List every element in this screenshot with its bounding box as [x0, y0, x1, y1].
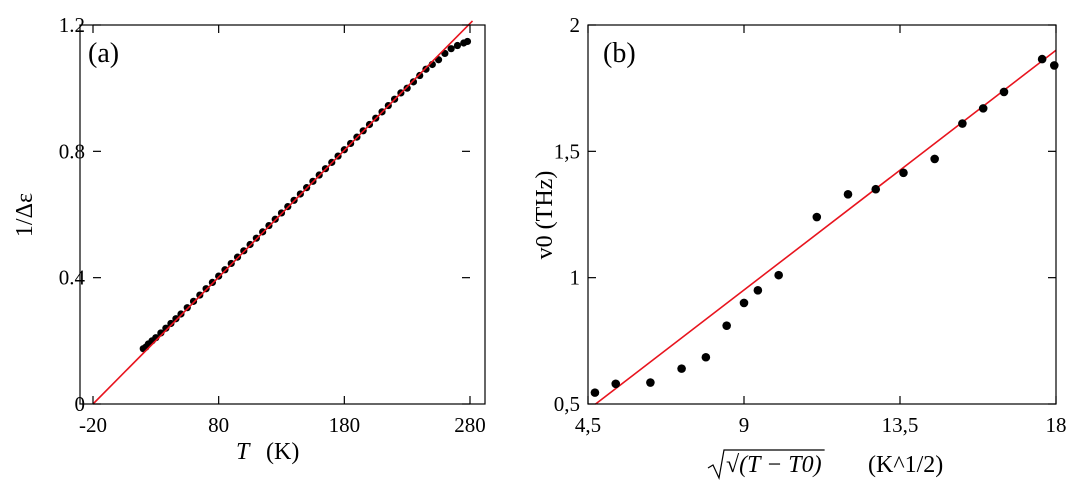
panel-a-y-tick-label: 0.8 [59, 139, 85, 163]
panel-a-data-point [422, 65, 430, 73]
panel-a-y-tick-label: 0 [75, 392, 86, 416]
panel-b-y-tick-label: 1 [570, 266, 581, 290]
panel-b-x-tick-label: 18 [1046, 413, 1067, 437]
panel-a-x-tick-label: 80 [208, 413, 229, 437]
panel-b-data-point [753, 286, 763, 295]
panel-a-data-point [403, 84, 411, 92]
panel-a-fit-line [92, 20, 474, 405]
panel-b-data-point [958, 119, 967, 128]
panel-a-ticks: -20 80 180 280 0 0.4 0.8 1.2 [59, 13, 486, 437]
panel-b-data-point [978, 104, 988, 113]
panel-b-data-point [1037, 54, 1047, 64]
panel-a-data-point [463, 37, 472, 46]
panel-a-x-label: T [236, 439, 251, 465]
panel-b-data-point [611, 379, 621, 389]
panel-a-x-tick-label: 180 [329, 413, 361, 437]
panel-b-x-tick-label: 4,5 [575, 413, 601, 437]
panel-a-points [139, 37, 472, 353]
panel-a-data-point [447, 45, 455, 53]
panel-b-x-label: √(T − T0) [726, 452, 822, 478]
panel-b-fit-line [595, 49, 1056, 404]
panel-a-label: (a) [88, 38, 119, 69]
panel-b-ticks: 4,5 9 13,5 18 0,5 1 1,5 2 [554, 13, 1067, 437]
panel-b-x-axis-title: √(T − T0) (K^1/2) [707, 449, 943, 480]
panel-b-y-tick-label: 0,5 [554, 392, 580, 416]
panel-a-data-point [167, 319, 175, 328]
panel-b-data-point [701, 352, 711, 362]
panel-b-data-point [590, 388, 600, 397]
panel-b-data-point [722, 321, 731, 330]
panel-a-x-unit: (K) [266, 439, 299, 465]
panel-b-data-point [774, 270, 783, 280]
panel-a-y-tick-label: 1.2 [59, 13, 85, 37]
panel-a-data-point [177, 310, 185, 318]
panel-a-y-label: 1/Δε [12, 193, 38, 237]
panel-b-frame [587, 24, 1057, 405]
panel-a-data-point [409, 78, 418, 86]
panel-a-x-tick-label: 280 [454, 413, 486, 437]
panel-b-data-point [1049, 61, 1059, 70]
panel-a-data-point [172, 315, 180, 323]
panel-a-frame [79, 24, 486, 405]
panel-b-x-tick-label: 13,5 [882, 413, 919, 437]
panel-b-y-tick-label: 2 [570, 13, 581, 37]
panel-b-data-point [843, 189, 853, 199]
panel-b-data-point [812, 212, 822, 222]
panel-a-y-tick-label: 0.4 [59, 266, 86, 290]
panel-b-label: (b) [603, 38, 636, 69]
panel-a-data-point [416, 71, 424, 80]
panel-b: 4,5 9 13,5 18 0,5 1 1,5 2 (b) v0 (THz) √(T − T0… [532, 13, 1067, 480]
panel-b-data-point [899, 168, 908, 178]
panel-a-x-tick-label: -20 [79, 413, 107, 437]
panel-b-points [590, 54, 1059, 397]
panel-b-y-label: v0 (THz) [532, 171, 558, 260]
panel-a-data-point [453, 41, 462, 50]
panel-a-data-point [162, 324, 170, 332]
panel-b-y-tick-label: 1,5 [554, 139, 580, 163]
panel-a: -20 80 180 280 0 0.4 0.8 1.2 (a) T (K) 1/Δε [12, 13, 486, 465]
panel-b-x-unit: (K^1/2) [868, 452, 943, 478]
panel-b-data-point [677, 364, 686, 373]
panel-a-data-point [189, 297, 198, 305]
panel-b-data-point [930, 154, 939, 164]
panel-b-x-tick-label: 9 [739, 413, 750, 437]
panel-b-data-point [871, 184, 881, 194]
panel-b-data-point [646, 378, 655, 387]
panel-b-data-point [999, 87, 1009, 97]
panel-b-data-point [739, 298, 749, 308]
sqrt-radical-icon [707, 449, 825, 480]
panel-a-data-point [183, 304, 191, 312]
panel-a-x-axis-title: T (K) [236, 439, 299, 465]
